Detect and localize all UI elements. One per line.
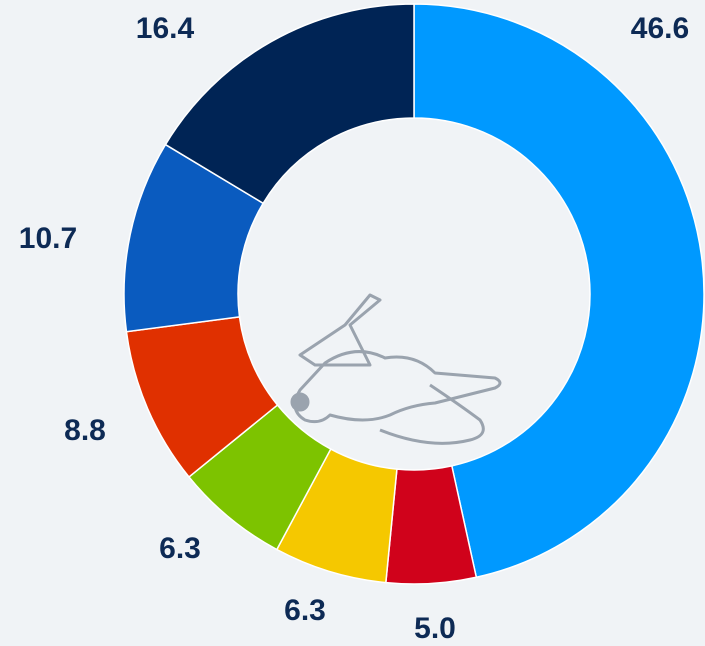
center-icon bbox=[290, 293, 502, 445]
data-label: 46.6 bbox=[631, 12, 689, 45]
data-label: 6.3 bbox=[159, 532, 201, 565]
data-label: 6.3 bbox=[284, 594, 326, 627]
donut-segment bbox=[164, 3, 415, 205]
data-label: 10.7 bbox=[19, 222, 77, 255]
data-label: 16.4 bbox=[136, 12, 195, 45]
donut-segment bbox=[413, 3, 705, 579]
data-label: 5.0 bbox=[414, 612, 456, 645]
data-label: 8.8 bbox=[64, 414, 106, 447]
